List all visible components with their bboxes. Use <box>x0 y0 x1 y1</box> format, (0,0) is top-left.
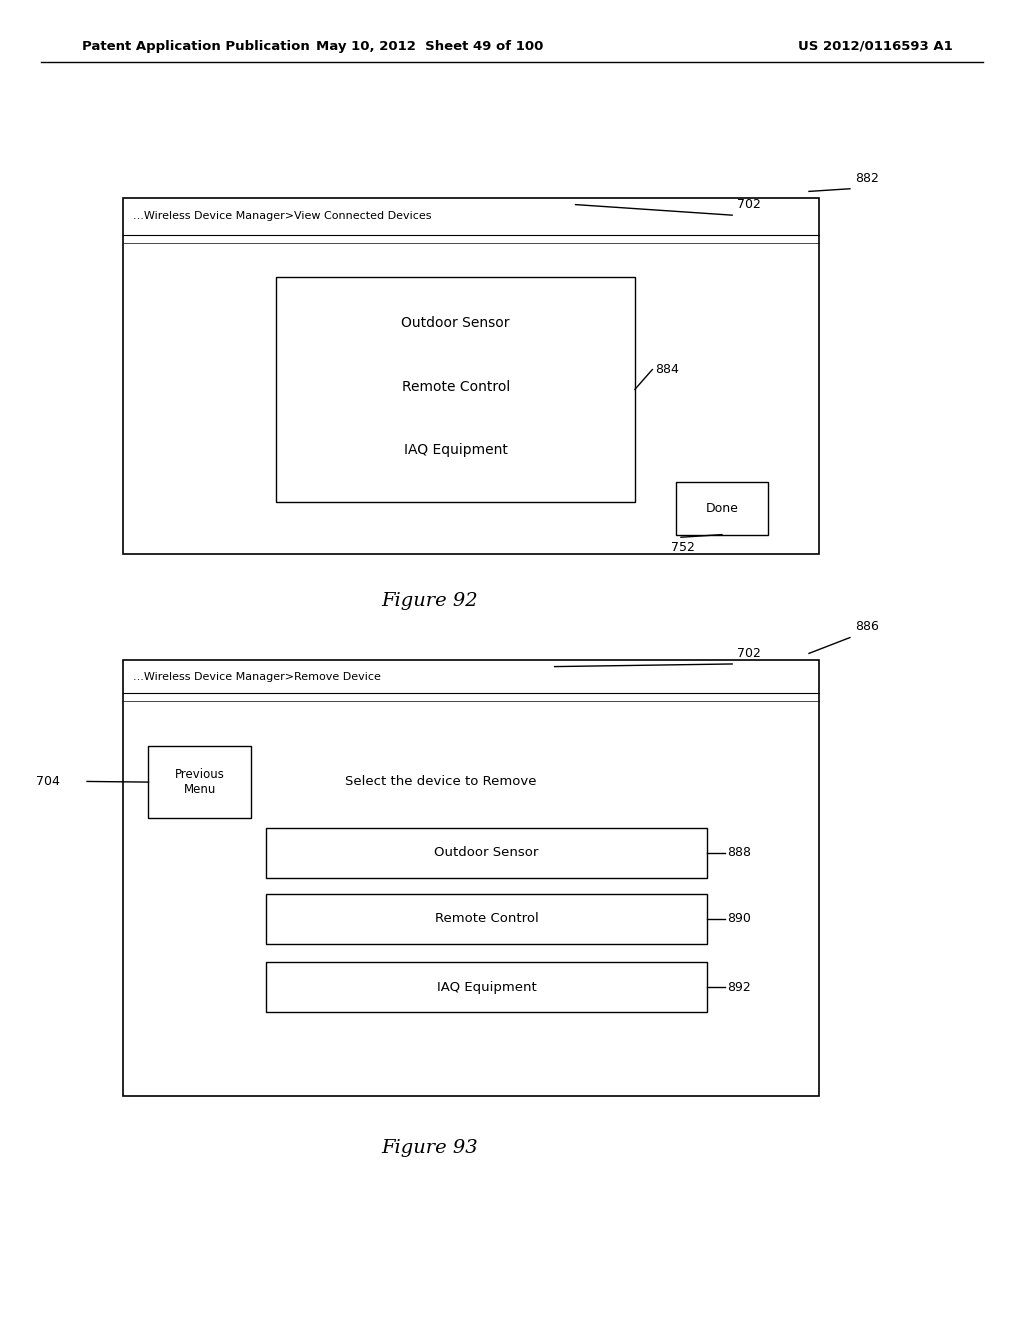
Text: 886: 886 <box>855 620 879 634</box>
FancyBboxPatch shape <box>276 277 635 502</box>
Text: Patent Application Publication: Patent Application Publication <box>82 40 309 53</box>
Text: 702: 702 <box>737 198 761 211</box>
Text: Done: Done <box>706 502 738 515</box>
Text: Outdoor Sensor: Outdoor Sensor <box>434 846 539 859</box>
FancyBboxPatch shape <box>148 746 251 818</box>
FancyBboxPatch shape <box>266 962 707 1012</box>
Text: 890: 890 <box>727 912 751 925</box>
Text: 702: 702 <box>737 647 761 660</box>
Text: US 2012/0116593 A1: US 2012/0116593 A1 <box>798 40 952 53</box>
Text: Previous
Menu: Previous Menu <box>175 768 224 796</box>
Text: IAQ Equipment: IAQ Equipment <box>436 981 537 994</box>
Text: Remote Control: Remote Control <box>434 912 539 925</box>
Text: Figure 93: Figure 93 <box>382 1139 478 1158</box>
Text: 704: 704 <box>36 775 59 788</box>
Text: May 10, 2012  Sheet 49 of 100: May 10, 2012 Sheet 49 of 100 <box>316 40 544 53</box>
Text: ...Wireless Device Manager>Remove Device: ...Wireless Device Manager>Remove Device <box>133 672 381 682</box>
Text: Select the device to Remove: Select the device to Remove <box>344 775 537 788</box>
Text: Figure 92: Figure 92 <box>382 591 478 610</box>
Text: 888: 888 <box>727 846 751 859</box>
FancyBboxPatch shape <box>266 828 707 878</box>
Text: 892: 892 <box>727 981 751 994</box>
FancyBboxPatch shape <box>266 894 707 944</box>
FancyBboxPatch shape <box>123 660 819 1096</box>
Text: 882: 882 <box>855 172 879 185</box>
FancyBboxPatch shape <box>123 198 819 554</box>
Text: IAQ Equipment: IAQ Equipment <box>403 444 508 457</box>
Text: Remote Control: Remote Control <box>401 380 510 393</box>
Text: ...Wireless Device Manager>View Connected Devices: ...Wireless Device Manager>View Connecte… <box>133 211 432 222</box>
Text: Outdoor Sensor: Outdoor Sensor <box>401 317 510 330</box>
FancyBboxPatch shape <box>676 482 768 535</box>
Text: 884: 884 <box>655 363 679 376</box>
Text: 752: 752 <box>671 541 694 554</box>
